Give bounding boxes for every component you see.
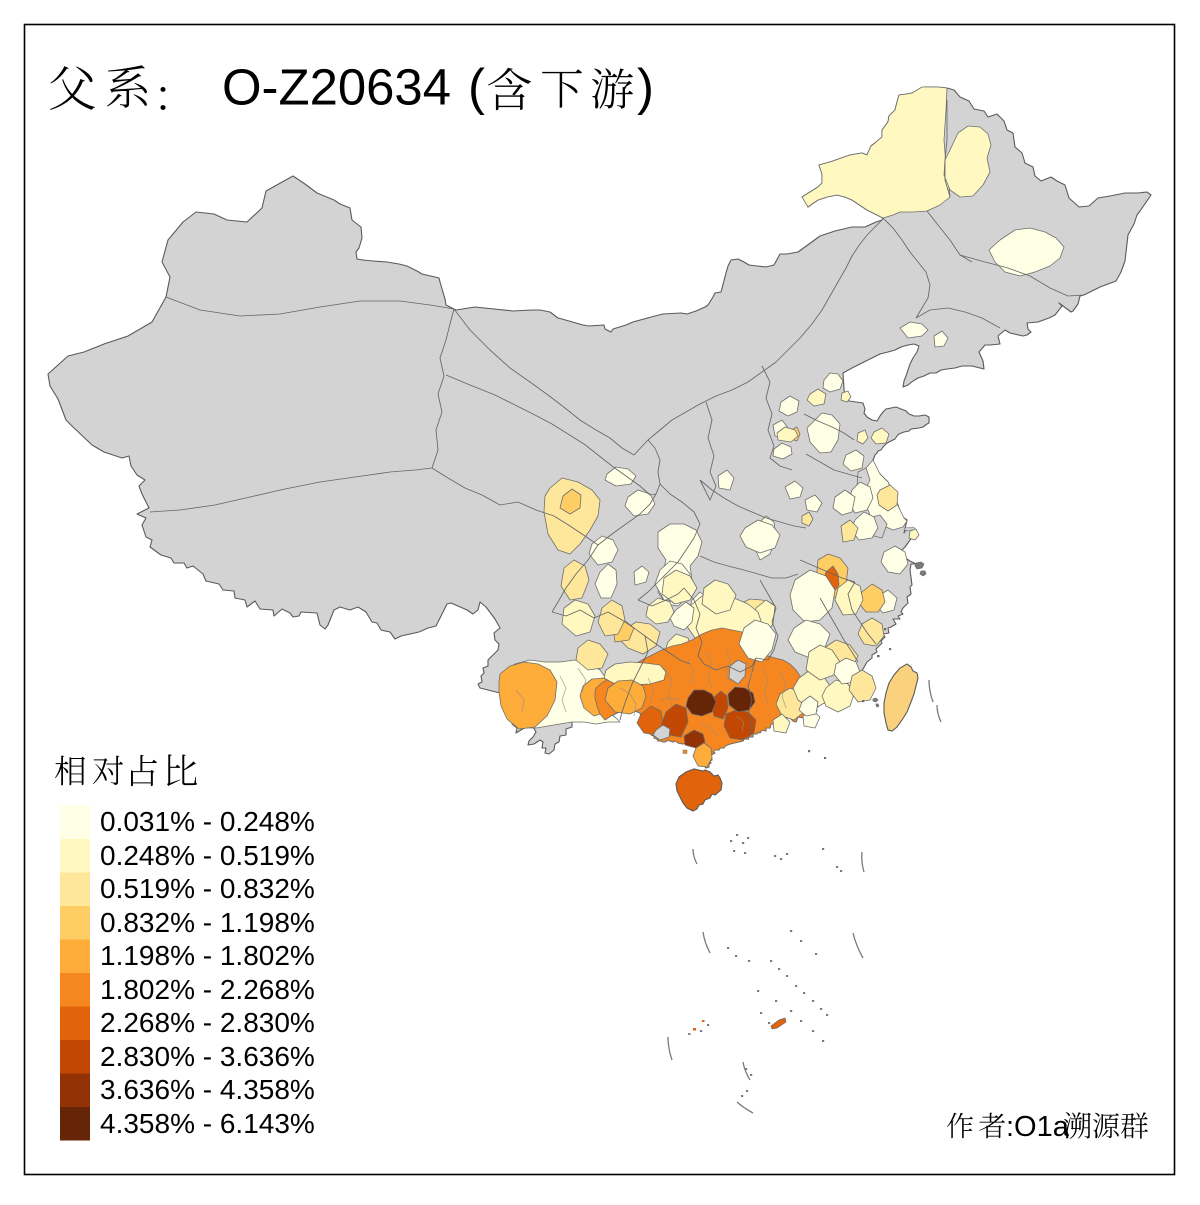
svg-text:2.830% - 3.636%: 2.830% - 3.636% [100, 1041, 315, 1072]
svg-text:): ) [637, 59, 654, 116]
svg-text:(: ( [468, 59, 485, 116]
svg-text:0.519% - 0.832%: 0.519% - 0.832% [100, 873, 315, 904]
svg-text:2.268% - 2.830%: 2.268% - 2.830% [100, 1007, 315, 1038]
svg-text:4.358% - 6.143%: 4.358% - 6.143% [100, 1108, 315, 1139]
svg-text::O1a: :O1a [1006, 1111, 1070, 1143]
svg-text:0.031% - 0.248%: 0.031% - 0.248% [100, 806, 315, 837]
svg-text:0.832% - 1.198%: 0.832% - 1.198% [100, 907, 315, 938]
svg-text:O-Z20634: O-Z20634 [222, 59, 451, 116]
svg-text:0.248% - 0.519%: 0.248% - 0.519% [100, 840, 315, 871]
svg-text:1.198% - 1.802%: 1.198% - 1.802% [100, 940, 315, 971]
svg-text:3.636% - 4.358%: 3.636% - 4.358% [100, 1074, 315, 1105]
svg-text:1.802% - 2.268%: 1.802% - 2.268% [100, 974, 315, 1005]
